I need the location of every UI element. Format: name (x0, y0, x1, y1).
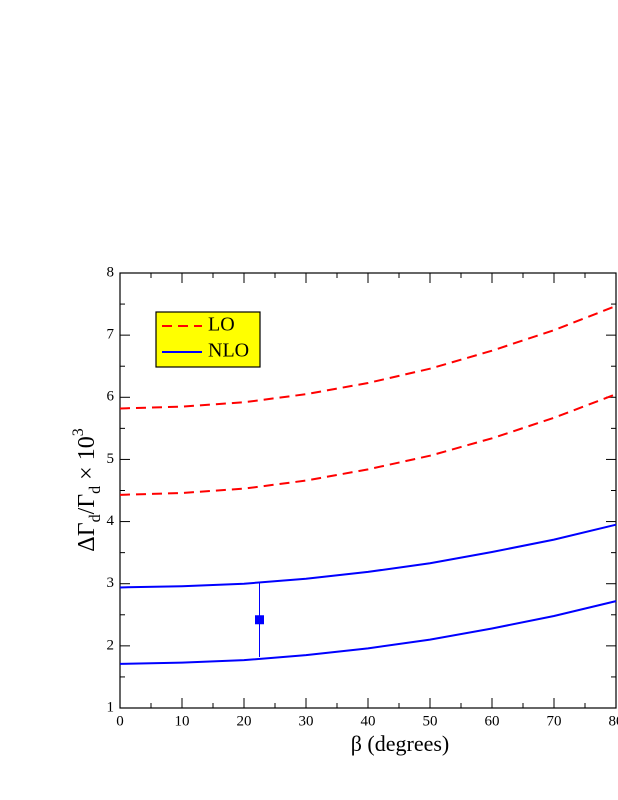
x-tick-label: 80 (609, 713, 618, 729)
x-tick-label: 50 (423, 713, 438, 729)
y-axis-label-part: d (87, 486, 104, 494)
legend-box (155, 311, 261, 368)
y-tick-label: 6 (107, 389, 115, 405)
x-tick-label: 40 (361, 713, 376, 729)
y-axis-label-part: × 10 (74, 436, 100, 486)
x-tick-label: 60 (485, 713, 500, 729)
y-tick-label: 5 (107, 451, 115, 467)
y-axis-label-part: 3 (70, 428, 87, 436)
y-tick-label: 8 (107, 264, 115, 280)
x-tick-label: 30 (299, 713, 314, 729)
y-tick-label: 2 (107, 637, 115, 653)
curve-upper (119, 523, 617, 589)
x-tick-label: 0 (116, 713, 124, 729)
curve-lower (119, 393, 617, 496)
x-tick-label: 70 (547, 713, 562, 729)
data-point (255, 615, 264, 625)
y-axis-label-part: /Γ (74, 494, 100, 515)
x-axis-label: β (degrees) (351, 731, 450, 756)
y-tick-label: 3 (107, 575, 115, 591)
y-tick-label: 4 (107, 513, 115, 529)
y-axis-label-part: d (87, 514, 104, 522)
legend-label: NLO (208, 340, 249, 362)
curve-upper (119, 305, 617, 410)
x-tick-label: 20 (237, 713, 252, 729)
curve-lower (119, 600, 617, 665)
y-tick-label: 1 (107, 699, 115, 715)
y-axis-label: ΔΓd/Γd × 103 (70, 428, 104, 551)
y-tick-label: 7 (107, 327, 115, 343)
y-axis-label-part: ΔΓ (74, 522, 100, 551)
legend-label: LO (208, 314, 235, 336)
x-tick-label: 10 (175, 713, 190, 729)
